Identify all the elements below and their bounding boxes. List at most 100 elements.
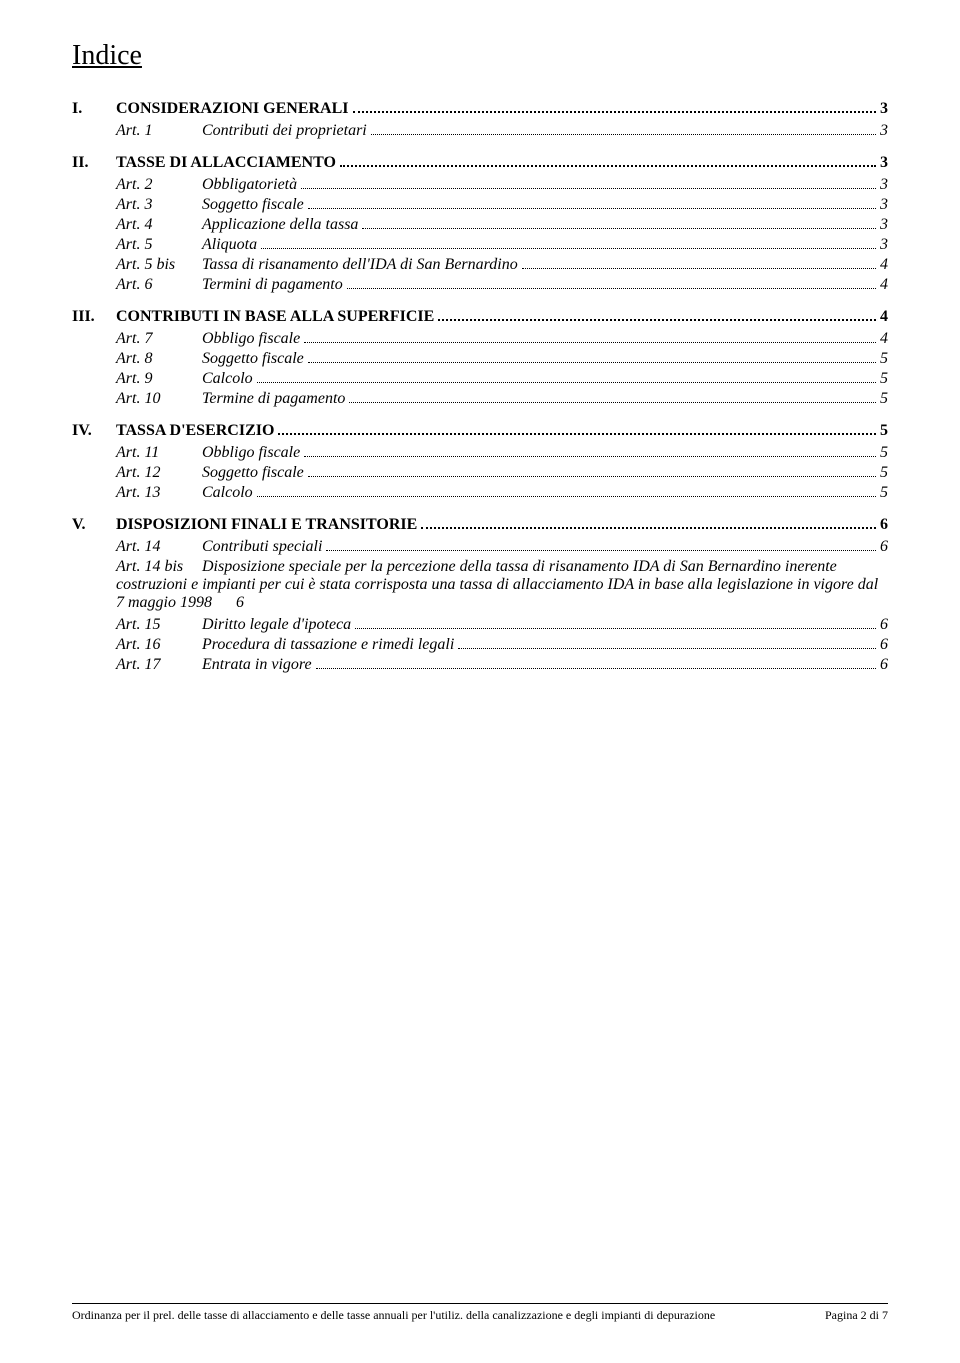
article-number: Art. 10 [116, 390, 202, 408]
toc-leader-dots [308, 350, 876, 363]
toc-item: Art. 5Aliquota3 [116, 236, 888, 254]
article-page: 4 [880, 276, 888, 294]
article-title: Soggetto fiscale [202, 464, 304, 482]
article-number: Art. 1 [116, 122, 202, 140]
article-number: Art. 6 [116, 276, 202, 294]
article-number: Art. 13 [116, 484, 202, 502]
section-roman: III. [72, 308, 116, 326]
toc-leader-dots [347, 276, 876, 289]
toc-item: Art. 3Soggetto fiscale 3 [116, 196, 888, 214]
article-number: Art. 4 [116, 216, 202, 234]
article-number: Art. 3 [116, 196, 202, 214]
article-page: 3 [880, 122, 888, 140]
footer-left: Ordinanza per il prel. delle tasse di al… [72, 1308, 715, 1323]
article-title: Disposizione speciale per la percezione … [116, 558, 878, 611]
toc-item: Art. 6Termini di pagamento 4 [116, 276, 888, 294]
toc-item: Art. 16Procedura di tassazione e rimedi … [116, 636, 888, 654]
article-title: Entrata in vigore [202, 656, 312, 674]
article-title: Procedura di tassazione e rimedi legali [202, 636, 454, 654]
toc-leader-dots [438, 308, 876, 321]
section-title: TASSA D'ESERCIZIO [116, 422, 274, 440]
article-number: Art. 15 [116, 616, 202, 634]
article-page: 5 [880, 464, 888, 482]
section-roman: V. [72, 516, 116, 534]
toc-item: Art. 13Calcolo 5 [116, 484, 888, 502]
article-page: 3 [880, 196, 888, 214]
article-title: Obbligo fiscale [202, 330, 300, 348]
toc-leader-dots [458, 636, 876, 649]
toc-leader-dots [308, 196, 876, 209]
article-title: Contributi dei proprietari [202, 122, 367, 140]
article-number: Art. 12 [116, 464, 202, 482]
toc-item: Art. 14Contributi speciali6 [116, 538, 888, 556]
section-page: 5 [880, 422, 888, 440]
article-number: Art. 17 [116, 656, 202, 674]
section-title: TASSE DI ALLACCIAMENTO [116, 154, 336, 172]
toc-leader-dots [308, 464, 876, 477]
article-title: Soggetto fiscale [202, 350, 304, 368]
article-number: Art. 7 [116, 330, 202, 348]
toc-leader-dots [353, 100, 877, 113]
toc-leader-dots [304, 444, 876, 457]
article-page: 3 [880, 176, 888, 194]
toc-leader-dots [301, 176, 876, 189]
toc-leader-dots [522, 256, 876, 269]
toc-leader-dots [371, 122, 876, 135]
article-number: Art. 14 bis [116, 558, 202, 576]
article-page: 4 [880, 330, 888, 348]
article-title: Soggetto fiscale [202, 196, 304, 214]
article-page: 6 [880, 538, 888, 556]
toc-leader-dots [362, 216, 876, 229]
article-page: 3 [880, 236, 888, 254]
toc-section: III.CONTRIBUTI IN BASE ALLA SUPERFICIE 4 [72, 308, 888, 326]
toc-item: Art. 8Soggetto fiscale 5 [116, 350, 888, 368]
section-page: 4 [880, 308, 888, 326]
toc-section: IV.TASSA D'ESERCIZIO 5 [72, 422, 888, 440]
toc-item: Art. 2Obbligatorietà 3 [116, 176, 888, 194]
article-page: 4 [880, 256, 888, 274]
article-page: 5 [880, 484, 888, 502]
article-title: Termini di pagamento [202, 276, 343, 294]
toc-item: Art. 5 bisTassa di risanamento dell'IDA … [116, 256, 888, 274]
toc-item: Art. 12Soggetto fiscale 5 [116, 464, 888, 482]
article-number: Art. 5 [116, 236, 202, 254]
article-number: Art. 8 [116, 350, 202, 368]
toc-item: Art. 4Applicazione della tassa3 [116, 216, 888, 234]
toc-leader-dots [355, 616, 876, 629]
section-title: DISPOSIZIONI FINALI E TRANSITORIE [116, 516, 417, 534]
section-roman: IV. [72, 422, 116, 440]
article-number: Art. 5 bis [116, 256, 202, 274]
section-page: 3 [880, 100, 888, 118]
article-number: Art. 2 [116, 176, 202, 194]
article-title: Calcolo [202, 484, 253, 502]
section-roman: I. [72, 100, 116, 118]
article-page: 6 [880, 656, 888, 674]
article-title: Tassa di risanamento dell'IDA di San Ber… [202, 256, 518, 274]
section-page: 3 [880, 154, 888, 172]
footer-right: Pagina 2 di 7 [825, 1308, 888, 1323]
article-page: 6 [880, 616, 888, 634]
section-roman: II. [72, 154, 116, 172]
toc-leader-dots [261, 236, 876, 249]
toc-leader-dots [316, 656, 876, 669]
article-title: Obbligatorietà [202, 176, 297, 194]
article-title: Termine di pagamento [202, 390, 345, 408]
section-title: CONSIDERAZIONI GENERALI [116, 100, 349, 118]
toc-leader-dots [304, 330, 876, 343]
toc-item: Art. 1Contributi dei proprietari 3 [116, 122, 888, 140]
article-number: Art. 16 [116, 636, 202, 654]
toc-leader-dots [278, 422, 876, 435]
page-title: Indice [72, 40, 888, 72]
page-footer: Ordinanza per il prel. delle tasse di al… [72, 1303, 888, 1323]
article-title: Obbligo fiscale [202, 444, 300, 462]
article-title: Diritto legale d'ipoteca [202, 616, 351, 634]
toc-section: II.TASSE DI ALLACCIAMENTO 3 [72, 154, 888, 172]
toc-item: Art. 9Calcolo5 [116, 370, 888, 388]
article-number: Art. 14 [116, 538, 202, 556]
toc-item: Art. 15Diritto legale d'ipoteca 6 [116, 616, 888, 634]
section-title: CONTRIBUTI IN BASE ALLA SUPERFICIE [116, 308, 434, 326]
toc-leader-dots [257, 370, 876, 383]
article-page: 5 [880, 350, 888, 368]
section-page: 6 [880, 516, 888, 534]
article-page: 3 [880, 216, 888, 234]
